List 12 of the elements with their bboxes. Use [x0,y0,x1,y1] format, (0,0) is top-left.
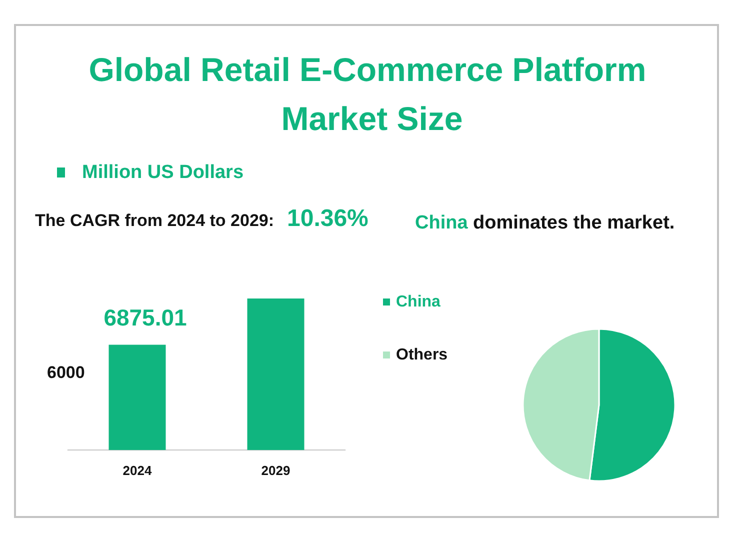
text: dominates the market. [473,212,675,234]
text: 10.36% [287,205,368,232]
legend-label: Others [396,346,448,364]
legend-label: Million US Dollars [82,162,244,183]
legend-label: China [396,294,441,310]
text: The CAGR from 2024 to 2029: [35,210,274,230]
text: China [415,212,468,234]
data-label: 6875.01 [104,304,188,330]
x-tick-label: 2024 [122,463,152,478]
annotation: 6000 [47,362,85,382]
chart-title: Global Retail E-Commerce Platform Market Size [88,51,656,137]
x-tick-label: 2029 [261,463,290,478]
